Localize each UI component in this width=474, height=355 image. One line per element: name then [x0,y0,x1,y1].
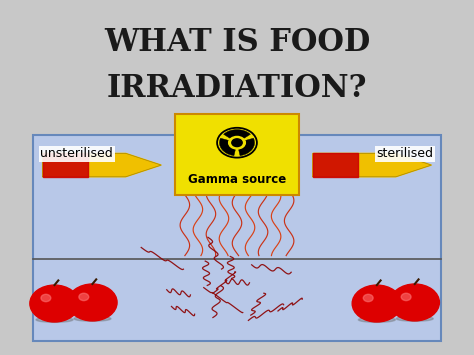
Wedge shape [238,138,255,155]
Circle shape [232,139,242,147]
Text: Gamma source: Gamma source [188,173,286,186]
Text: unsterilised: unsterilised [40,147,113,160]
Polygon shape [313,153,358,177]
Circle shape [79,293,89,301]
Circle shape [363,294,373,302]
Polygon shape [43,153,88,177]
Circle shape [232,139,242,147]
Circle shape [390,284,439,321]
Circle shape [228,136,246,149]
Text: IRRADIATION?: IRRADIATION? [107,73,367,104]
Circle shape [401,293,411,301]
FancyBboxPatch shape [33,135,441,341]
Polygon shape [43,153,161,177]
Ellipse shape [36,317,73,322]
Ellipse shape [74,316,111,321]
Wedge shape [224,130,250,139]
Ellipse shape [396,316,433,321]
Text: WHAT IS FOOD: WHAT IS FOOD [104,27,370,58]
Circle shape [352,285,401,322]
Wedge shape [219,138,236,155]
Circle shape [41,294,51,302]
FancyBboxPatch shape [175,114,299,195]
Ellipse shape [358,317,395,322]
Text: sterilised: sterilised [377,147,434,160]
Circle shape [228,136,246,149]
Polygon shape [313,153,431,177]
Circle shape [30,285,79,322]
Circle shape [68,284,117,321]
